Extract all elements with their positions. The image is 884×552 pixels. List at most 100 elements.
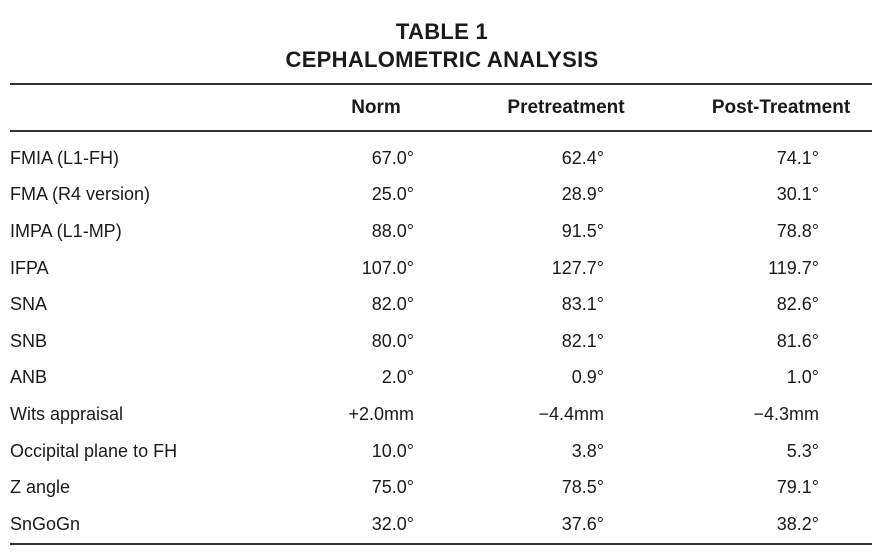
cell-measure: Z angle bbox=[10, 477, 71, 498]
cell-pretreatment-value: −4.4mm bbox=[538, 403, 604, 424]
cell-post-treatment-value: 30.1° bbox=[776, 184, 819, 205]
cell-post-treatment: 74.1° bbox=[690, 131, 872, 177]
table-title-line-1: TABLE 1 bbox=[395, 19, 489, 44]
cell-post-treatment-value: 74.1° bbox=[776, 147, 819, 168]
table-header: Norm Pretreatment Post-Treatment bbox=[10, 84, 872, 131]
cell-norm: 88.0° bbox=[310, 213, 442, 250]
cell-measure: SnGoGn bbox=[10, 513, 81, 534]
cell-norm-value: 10.0° bbox=[371, 440, 414, 461]
cell-measure: FMA (R4 version) bbox=[10, 184, 151, 205]
cell-pretreatment-value: 0.9° bbox=[571, 367, 604, 388]
table-row: IFPA 107.0° 127.7° 119.7° bbox=[10, 250, 872, 287]
cell-norm-value: 88.0° bbox=[371, 220, 414, 241]
table-body: FMIA (L1-FH) 67.0° 62.4° 74.1° FMA (R4 versi… bbox=[10, 131, 872, 544]
cell-norm: 82.0° bbox=[310, 286, 442, 323]
table-row: Wits appraisal +2.0mm −4.4mm −4.3mm bbox=[10, 396, 872, 433]
cell-pretreatment-value: 3.8° bbox=[571, 440, 604, 461]
header-row: Norm Pretreatment Post-Treatment bbox=[10, 84, 872, 131]
cell-pretreatment: 78.5° bbox=[442, 469, 690, 506]
cell-norm: 10.0° bbox=[310, 433, 442, 470]
cell-norm: 2.0° bbox=[310, 360, 442, 397]
cell-post-treatment: 30.1° bbox=[690, 177, 872, 214]
cell-norm-value: 75.0° bbox=[371, 477, 414, 498]
cell-norm-value: 32.0° bbox=[371, 513, 414, 534]
cell-pretreatment: 83.1° bbox=[442, 286, 690, 323]
cell-pretreatment: 91.5° bbox=[442, 213, 690, 250]
cell-post-treatment: 38.2° bbox=[690, 506, 872, 544]
cell-norm-value: +2.0mm bbox=[348, 403, 414, 424]
cell-post-treatment: 5.3° bbox=[690, 433, 872, 470]
cell-post-treatment-value: 82.6° bbox=[776, 294, 819, 315]
cell-measure: IFPA bbox=[10, 257, 49, 278]
cell-pretreatment: 127.7° bbox=[442, 250, 690, 287]
cell-post-treatment: 78.8° bbox=[690, 213, 872, 250]
cell-measure: Wits appraisal bbox=[10, 403, 124, 424]
cell-post-treatment: 1.0° bbox=[690, 360, 872, 397]
cell-post-treatment-value: 38.2° bbox=[776, 513, 819, 534]
cell-pretreatment: 28.9° bbox=[442, 177, 690, 214]
cell-pretreatment-value: 127.7° bbox=[551, 257, 604, 278]
cell-pretreatment-value: 91.5° bbox=[561, 220, 604, 241]
table-row: SNB 80.0° 82.1° 81.6° bbox=[10, 323, 872, 360]
header-pretreatment: Pretreatment bbox=[507, 96, 625, 118]
cell-pretreatment: 62.4° bbox=[442, 131, 690, 177]
cell-measure: Occipital plane to FH bbox=[10, 440, 178, 461]
cell-norm: 32.0° bbox=[310, 506, 442, 544]
cell-measure: FMIA (L1-FH) bbox=[10, 147, 120, 168]
table-row: ANB 2.0° 0.9° 1.0° bbox=[10, 360, 872, 397]
cell-norm-value: 67.0° bbox=[371, 147, 414, 168]
cell-post-treatment: 81.6° bbox=[690, 323, 872, 360]
cell-pretreatment: 82.1° bbox=[442, 323, 690, 360]
header-measure bbox=[10, 84, 310, 131]
cell-norm: 107.0° bbox=[310, 250, 442, 287]
cell-norm-value: 2.0° bbox=[381, 367, 414, 388]
cell-post-treatment: 79.1° bbox=[690, 469, 872, 506]
cell-pretreatment-value: 83.1° bbox=[561, 294, 604, 315]
cell-post-treatment-value: 81.6° bbox=[776, 330, 819, 351]
cell-measure: SNA bbox=[10, 294, 48, 315]
table-row: Z angle 75.0° 78.5° 79.1° bbox=[10, 469, 872, 506]
cell-norm: 80.0° bbox=[310, 323, 442, 360]
table-row: FMIA (L1-FH) 67.0° 62.4° 74.1° bbox=[10, 131, 872, 177]
cell-norm-value: 25.0° bbox=[371, 184, 414, 205]
cell-post-treatment-value: 5.3° bbox=[786, 440, 819, 461]
cell-pretreatment: 3.8° bbox=[442, 433, 690, 470]
cell-norm: 67.0° bbox=[310, 131, 442, 177]
cell-post-treatment-value: 119.7° bbox=[768, 257, 819, 278]
cell-measure: IMPA (L1-MP) bbox=[10, 220, 122, 241]
table-row: FMA (R4 version) 25.0° 28.9° 30.1° bbox=[10, 177, 872, 214]
table-title: TABLE 1 CEPHALOMETRIC ANALYSIS bbox=[0, 18, 884, 74]
table-row: SNA 82.0° 83.1° 82.6° bbox=[10, 286, 872, 323]
cell-post-treatment: 119.7° bbox=[690, 250, 872, 287]
cell-norm-value: 82.0° bbox=[371, 294, 414, 315]
cell-pretreatment: 37.6° bbox=[442, 506, 690, 544]
cell-norm-value: 80.0° bbox=[371, 330, 414, 351]
cephalometric-table: Norm Pretreatment Post-Treatment FMIA (L… bbox=[10, 83, 872, 545]
cell-post-treatment-value: 78.8° bbox=[776, 220, 819, 241]
cell-post-treatment: 82.6° bbox=[690, 286, 872, 323]
cell-measure: ANB bbox=[10, 367, 48, 388]
cell-pretreatment-value: 82.1° bbox=[561, 330, 604, 351]
table-row: SnGoGn 32.0° 37.6° 38.2° bbox=[10, 506, 872, 544]
cell-pretreatment: 0.9° bbox=[442, 360, 690, 397]
cell-pretreatment-value: 78.5° bbox=[561, 477, 604, 498]
cell-pretreatment: −4.4mm bbox=[442, 396, 690, 433]
header-post-treatment: Post-Treatment bbox=[711, 96, 851, 118]
cell-post-treatment-value: 1.0° bbox=[786, 367, 819, 388]
cephalometric-table-container: Norm Pretreatment Post-Treatment FMIA (L… bbox=[10, 83, 872, 545]
cell-post-treatment-value: −4.3mm bbox=[753, 403, 819, 424]
header-norm: Norm bbox=[351, 96, 401, 118]
cell-norm: 25.0° bbox=[310, 177, 442, 214]
cell-pretreatment-value: 37.6° bbox=[561, 513, 604, 534]
cell-post-treatment: −4.3mm bbox=[690, 396, 872, 433]
cell-pretreatment-value: 28.9° bbox=[561, 184, 604, 205]
cell-measure: SNB bbox=[10, 330, 48, 351]
table-title-line-2: CEPHALOMETRIC ANALYSIS bbox=[285, 47, 599, 72]
table-row: Occipital plane to FH 10.0° 3.8° 5.3° bbox=[10, 433, 872, 470]
cell-post-treatment-value: 79.1° bbox=[776, 477, 819, 498]
cell-norm-value: 107.0° bbox=[361, 257, 414, 278]
cell-norm: +2.0mm bbox=[310, 396, 442, 433]
cell-pretreatment-value: 62.4° bbox=[561, 147, 604, 168]
cell-norm: 75.0° bbox=[310, 469, 442, 506]
table-row: IMPA (L1-MP) 88.0° 91.5° 78.8° bbox=[10, 213, 872, 250]
